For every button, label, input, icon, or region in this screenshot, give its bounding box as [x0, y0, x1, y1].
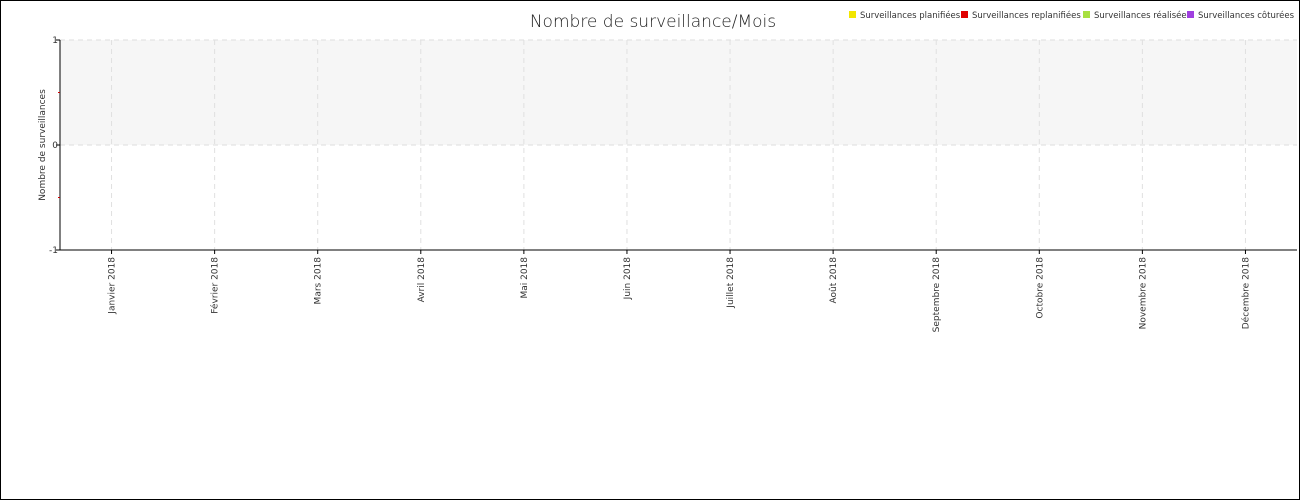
y-tick-label: -1	[49, 246, 58, 256]
grid-lines	[60, 39, 1297, 250]
legend-swatch	[1083, 11, 1090, 18]
x-tick-label: Novembre 2018	[1138, 257, 1148, 330]
x-tick-label: Mars 2018	[314, 257, 324, 305]
x-tick-label: Juin 2018	[623, 257, 633, 301]
y-tick-label: 0	[52, 141, 58, 151]
x-tick-label: Décembre 2018	[1240, 257, 1251, 330]
chart-title: Nombre de surveillance/Mois	[530, 12, 776, 32]
legend-swatch	[961, 11, 968, 18]
plot-background	[60, 40, 1297, 145]
x-tick-label: Juillet 2018	[726, 257, 736, 309]
x-tick-label: Mai 2018	[520, 257, 530, 299]
x-tick-label: Septembre 2018	[932, 257, 942, 333]
x-ticks: Janvier 2018 Février 2018 Mars 2018 Avril 2…	[108, 250, 1251, 333]
plot-band-upper	[60, 40, 1297, 145]
legend-swatch	[1187, 11, 1194, 18]
x-tick-label: Octobre 2018	[1035, 257, 1045, 319]
x-tick-label: Août 2018	[829, 257, 839, 304]
y-ticks: 1 0 -1	[49, 36, 60, 256]
x-tick-label: Février 2018	[210, 257, 221, 314]
y-tick-label: 1	[52, 36, 58, 46]
legend-entry: Surveillances planifiées	[860, 10, 961, 21]
legend-entry: Surveillances côturées	[1198, 10, 1295, 21]
y-axis-label: Nombre de surveillances	[38, 89, 48, 201]
legend-entry: Surveillances réalisées	[1094, 10, 1192, 21]
legend-swatch	[849, 11, 856, 18]
legend: Surveillances planifiées Surveillances re…	[849, 10, 1295, 21]
x-tick-label: Janvier 2018	[108, 257, 118, 315]
legend-entry: Surveillances replanifiées	[972, 10, 1081, 21]
x-tick-label: Avril 2018	[417, 257, 427, 303]
